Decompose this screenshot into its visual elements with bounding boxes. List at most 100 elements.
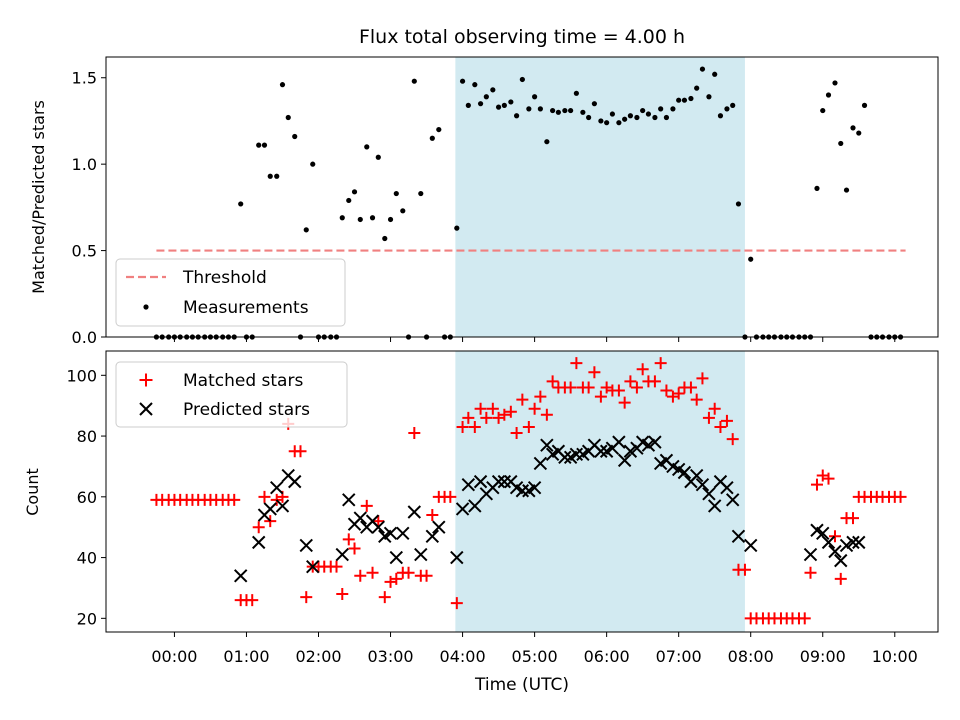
x-tick-label: 08:00 xyxy=(728,647,774,666)
legend-predicted-marker xyxy=(139,402,153,416)
measurement-point xyxy=(274,173,280,179)
measurement-point xyxy=(387,216,394,223)
measurement-point xyxy=(513,113,520,119)
chart-title: Flux total observing time = 4.00 h xyxy=(359,26,685,48)
top-y-tick-label: 0.0 xyxy=(72,328,97,347)
measurement-point xyxy=(339,215,345,221)
matched-star-point xyxy=(564,381,577,394)
matched-star-point xyxy=(822,472,835,485)
predicted-star-point xyxy=(306,559,320,574)
measurement-point xyxy=(861,102,868,108)
matched-star-point xyxy=(534,390,547,403)
matched-star-point xyxy=(300,591,313,604)
predicted-star-point xyxy=(515,484,530,498)
measurement-point xyxy=(436,126,442,133)
measurement-point xyxy=(555,109,561,115)
matched-star-point xyxy=(372,515,385,528)
measurement-point xyxy=(652,114,658,121)
predicted-star-point xyxy=(533,456,548,471)
x-tick-label: 06:00 xyxy=(584,647,630,666)
measurement-point xyxy=(748,256,754,262)
matched-star-point xyxy=(474,402,487,415)
measurement-point xyxy=(279,82,286,88)
matched-star-point xyxy=(456,420,469,433)
predicted-star-point xyxy=(695,477,710,492)
matched-star-point xyxy=(684,381,697,394)
measurement-point xyxy=(382,235,388,242)
measurement-point xyxy=(364,144,370,150)
legend-predicted-label: Predicted stars xyxy=(183,400,310,420)
top-legend: Threshold Measurements xyxy=(115,258,346,327)
matched-star-point xyxy=(390,572,403,585)
matched-star-point xyxy=(654,357,667,370)
measurement-point xyxy=(261,142,268,148)
predicted-star-point xyxy=(689,468,704,483)
measurement-point xyxy=(814,185,820,191)
predicted-star-point xyxy=(252,535,266,550)
measurement-point xyxy=(537,106,543,112)
matched-star-point xyxy=(594,390,607,403)
x-tick-label: 04:00 xyxy=(440,647,486,666)
measurement-point xyxy=(573,90,579,96)
top-y-axis-label: Matched/Predicted stars xyxy=(29,100,48,294)
matched-star-point xyxy=(612,384,625,397)
x-tick-label: 10:00 xyxy=(872,647,918,666)
bottom-y-tick-label: 20 xyxy=(77,609,97,628)
predicted-star-point xyxy=(491,474,506,489)
predicted-star-point xyxy=(852,535,866,550)
predicted-star-point xyxy=(233,569,248,583)
measurement-point xyxy=(292,133,298,140)
measurement-point xyxy=(609,111,616,117)
predicted-star-point xyxy=(540,438,554,452)
predicted-star-point xyxy=(594,444,608,458)
measurement-point xyxy=(454,225,460,231)
matched-star-point xyxy=(810,478,823,491)
x-tick-label: 09:00 xyxy=(800,647,846,666)
measurement-point xyxy=(616,120,622,126)
matched-star-point xyxy=(846,512,859,525)
measurement-point xyxy=(699,66,706,72)
bottom-legend: Matched stars Predicted stars xyxy=(115,361,348,428)
measurement-point xyxy=(285,114,291,121)
predicted-star-point xyxy=(839,538,854,553)
matched-star-point xyxy=(636,363,649,376)
predicted-star-point xyxy=(432,520,446,534)
predicted-star-point xyxy=(455,502,470,516)
top-y-tick-label: 1.0 xyxy=(72,155,97,174)
matched-star-point xyxy=(528,402,541,415)
measurement-point xyxy=(681,97,688,103)
bottom-y-axis-label: Count xyxy=(23,468,42,516)
predicted-star-point xyxy=(846,535,860,550)
measurement-point xyxy=(604,120,610,126)
measurement-point xyxy=(850,125,856,131)
measurement-point xyxy=(856,130,862,136)
measurement-point xyxy=(825,92,832,98)
measurement-point xyxy=(658,106,664,112)
matched-star-point xyxy=(834,572,847,585)
matched-star-point xyxy=(804,566,817,579)
matched-star-point xyxy=(348,542,361,555)
matched-star-point xyxy=(378,591,391,604)
predicted-star-point xyxy=(677,465,692,480)
measurement-point xyxy=(838,140,844,147)
matched-star-point xyxy=(330,560,343,573)
measurement-point xyxy=(627,113,634,119)
measurement-point xyxy=(820,107,826,114)
top-shaded-span xyxy=(455,57,745,337)
matched-star-point xyxy=(408,427,421,440)
matched-star-point xyxy=(588,366,601,379)
matched-star-point xyxy=(570,357,583,370)
measurement-point xyxy=(598,118,604,124)
matched-star-point xyxy=(498,408,511,421)
measurement-point xyxy=(429,135,435,141)
matched-star-point xyxy=(468,420,481,433)
measurement-point xyxy=(645,111,652,117)
predicted-star-point xyxy=(821,535,836,550)
measurement-point xyxy=(663,114,670,121)
measurement-point xyxy=(634,114,640,121)
matched-star-point xyxy=(516,393,529,406)
measurement-point xyxy=(724,106,730,112)
bottom-y-tick-label: 100 xyxy=(66,366,97,385)
predicted-star-point xyxy=(353,511,367,525)
predicted-star-point xyxy=(527,480,542,495)
